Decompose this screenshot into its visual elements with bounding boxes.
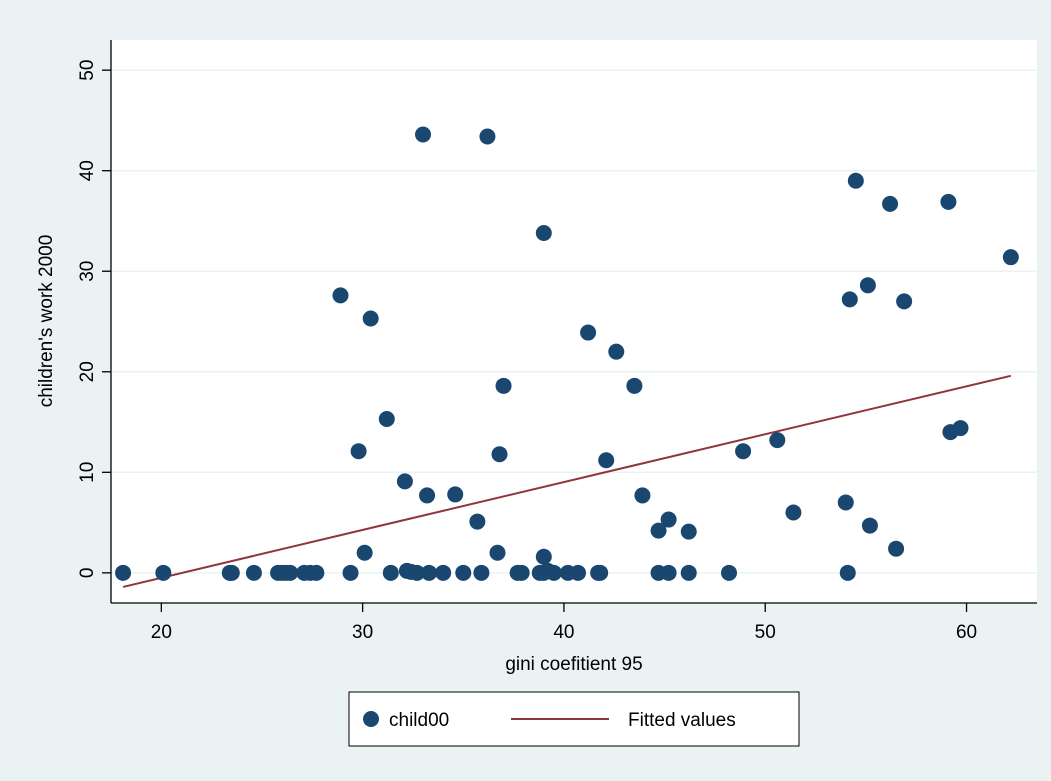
data-point <box>680 564 697 581</box>
grid-lines <box>111 69 1037 574</box>
data-point <box>535 225 552 242</box>
y-tick-label: 10 <box>77 462 98 483</box>
data-point <box>598 452 615 469</box>
data-point <box>570 564 587 581</box>
data-point <box>332 287 349 304</box>
data-point <box>592 564 609 581</box>
data-point <box>634 487 651 504</box>
data-point <box>837 494 854 511</box>
legend-marker-child00 <box>363 711 379 727</box>
data-point <box>735 443 752 460</box>
data-point <box>650 522 667 539</box>
data-point <box>882 195 899 212</box>
data-point <box>378 411 395 428</box>
child00-points <box>115 126 1019 581</box>
data-point <box>940 193 957 210</box>
data-point <box>626 377 643 394</box>
data-point <box>415 126 432 143</box>
data-point <box>660 511 677 528</box>
data-point <box>1002 249 1019 266</box>
data-point <box>356 544 373 561</box>
data-point <box>952 420 969 437</box>
data-point <box>841 291 858 308</box>
x-axis-label: gini coefitient 95 <box>505 654 642 675</box>
y-tick-label: 0 <box>77 568 98 579</box>
data-point <box>847 172 864 189</box>
legend-label-fitted: Fitted values <box>628 710 736 731</box>
data-point <box>447 486 464 503</box>
data-point <box>859 277 876 294</box>
x-tick-label: 30 <box>352 622 373 643</box>
data-point <box>350 443 367 460</box>
data-point <box>435 564 452 581</box>
data-point <box>479 128 496 145</box>
data-point <box>660 564 677 581</box>
data-point <box>861 517 878 534</box>
x-tick-label: 40 <box>553 622 574 643</box>
legend: child00 Fitted values <box>348 691 800 747</box>
fitted-values-layer <box>122 374 1012 588</box>
data-point <box>421 564 438 581</box>
data-point <box>245 564 262 581</box>
data-point <box>535 548 552 565</box>
data-point <box>223 564 240 581</box>
data-point <box>513 564 530 581</box>
legend-label-child00: child00 <box>389 710 449 731</box>
data-point <box>769 432 786 449</box>
data-point <box>896 293 913 310</box>
x-tick-label: 50 <box>755 622 776 643</box>
data-point <box>680 523 697 540</box>
y-tick-label: 20 <box>77 361 98 382</box>
data-point <box>408 564 425 581</box>
data-point <box>342 564 359 581</box>
data-point <box>580 324 597 341</box>
data-point <box>308 564 325 581</box>
data-point <box>469 513 486 530</box>
ticks: 0 10 20 30 40 50 20 30 40 50 60 <box>77 60 977 643</box>
x-tick-label: 60 <box>956 622 977 643</box>
data-point <box>491 446 508 463</box>
data-point <box>282 564 299 581</box>
data-point <box>419 487 436 504</box>
data-point <box>473 564 490 581</box>
y-axis-label: children's work 2000 <box>36 235 57 408</box>
plot-area <box>111 40 1037 603</box>
data-point <box>839 564 856 581</box>
y-tick-label: 40 <box>77 160 98 181</box>
axes <box>110 40 1037 604</box>
data-point <box>495 377 512 394</box>
data-point <box>115 564 132 581</box>
data-point <box>155 564 172 581</box>
data-point <box>455 564 472 581</box>
data-point <box>382 564 399 581</box>
y-tick-label: 30 <box>77 261 98 282</box>
data-point <box>396 473 413 490</box>
data-point <box>785 504 802 521</box>
y-tick-label: 50 <box>77 60 98 81</box>
fitted-values-line <box>122 374 1012 588</box>
x-tick-label: 20 <box>151 622 172 643</box>
data-point <box>721 564 738 581</box>
data-point <box>545 564 562 581</box>
data-point <box>362 310 379 327</box>
data-point <box>489 544 506 561</box>
data-point <box>608 343 625 360</box>
data-point <box>888 540 905 557</box>
